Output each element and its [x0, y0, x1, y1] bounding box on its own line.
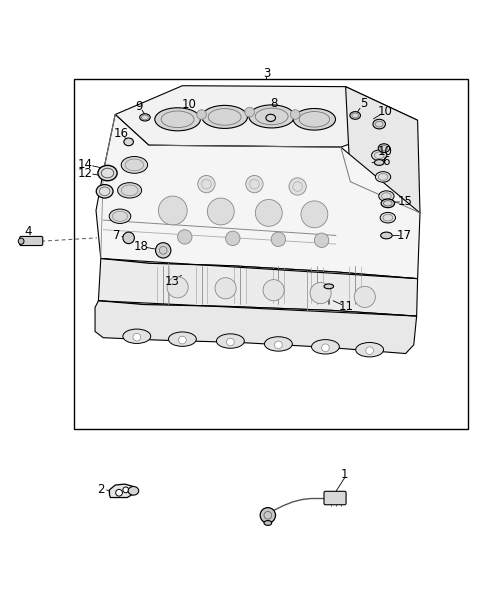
Text: 18: 18: [133, 240, 148, 253]
Circle shape: [314, 233, 329, 248]
Text: 8: 8: [270, 97, 277, 110]
Ellipse shape: [264, 337, 292, 351]
Ellipse shape: [374, 159, 384, 166]
Circle shape: [275, 341, 282, 349]
Ellipse shape: [123, 329, 151, 343]
Text: 10: 10: [378, 105, 393, 118]
Ellipse shape: [216, 334, 244, 348]
Ellipse shape: [98, 166, 117, 181]
Text: 11: 11: [339, 300, 354, 313]
Circle shape: [123, 487, 129, 493]
Circle shape: [158, 196, 187, 225]
Circle shape: [310, 283, 331, 303]
Text: 13: 13: [165, 275, 179, 287]
Text: 17: 17: [397, 229, 412, 242]
Ellipse shape: [168, 332, 196, 346]
Circle shape: [207, 198, 234, 225]
Circle shape: [123, 232, 134, 243]
Text: 3: 3: [263, 67, 270, 80]
Text: 10: 10: [181, 99, 196, 112]
Text: 2: 2: [97, 484, 105, 497]
Ellipse shape: [324, 284, 334, 289]
Circle shape: [178, 230, 192, 244]
Text: 15: 15: [397, 196, 412, 208]
Ellipse shape: [155, 108, 201, 131]
Circle shape: [263, 280, 284, 301]
Circle shape: [116, 489, 122, 496]
Text: 14: 14: [78, 158, 93, 172]
FancyBboxPatch shape: [324, 491, 346, 504]
Circle shape: [226, 231, 240, 246]
Ellipse shape: [266, 114, 276, 121]
Circle shape: [197, 110, 206, 120]
Circle shape: [198, 175, 215, 192]
Polygon shape: [96, 115, 420, 279]
Circle shape: [245, 107, 254, 117]
Text: 12: 12: [78, 167, 93, 180]
Text: 7: 7: [113, 229, 120, 242]
Circle shape: [156, 243, 171, 258]
Circle shape: [289, 178, 306, 195]
Ellipse shape: [373, 120, 385, 129]
Ellipse shape: [96, 185, 113, 198]
Text: 6: 6: [382, 155, 389, 168]
Ellipse shape: [202, 105, 248, 128]
Bar: [74, 78, 468, 429]
Ellipse shape: [121, 156, 148, 173]
Circle shape: [227, 338, 234, 346]
Circle shape: [271, 232, 286, 246]
Ellipse shape: [379, 191, 394, 202]
Ellipse shape: [293, 109, 336, 130]
Circle shape: [301, 201, 328, 228]
Text: 4: 4: [24, 225, 32, 238]
Ellipse shape: [118, 183, 142, 198]
Circle shape: [366, 347, 373, 354]
Text: 10: 10: [378, 145, 393, 158]
Ellipse shape: [109, 209, 131, 224]
Ellipse shape: [381, 232, 392, 239]
Circle shape: [322, 344, 329, 352]
Circle shape: [354, 286, 375, 308]
Ellipse shape: [124, 138, 133, 146]
Text: 5: 5: [360, 97, 367, 110]
Circle shape: [246, 175, 263, 192]
Ellipse shape: [128, 487, 139, 495]
Circle shape: [255, 199, 282, 226]
Polygon shape: [98, 259, 418, 316]
Text: 16: 16: [114, 128, 129, 140]
Ellipse shape: [264, 520, 272, 525]
Ellipse shape: [312, 340, 339, 354]
Polygon shape: [109, 484, 135, 498]
Polygon shape: [115, 86, 418, 147]
Circle shape: [260, 508, 276, 523]
Ellipse shape: [18, 238, 24, 245]
Ellipse shape: [378, 144, 390, 153]
Ellipse shape: [140, 114, 150, 121]
Ellipse shape: [356, 343, 384, 357]
Circle shape: [290, 110, 300, 120]
Circle shape: [215, 278, 236, 299]
Ellipse shape: [350, 112, 360, 120]
Polygon shape: [95, 301, 417, 354]
Ellipse shape: [249, 105, 294, 128]
Text: 1: 1: [341, 468, 348, 481]
Circle shape: [133, 333, 141, 341]
Ellipse shape: [372, 150, 387, 161]
Ellipse shape: [381, 199, 395, 208]
FancyBboxPatch shape: [20, 237, 43, 246]
Ellipse shape: [380, 213, 396, 223]
Circle shape: [167, 276, 188, 298]
Circle shape: [179, 337, 186, 344]
Polygon shape: [346, 86, 420, 213]
Ellipse shape: [375, 172, 391, 182]
Text: 9: 9: [135, 100, 143, 113]
